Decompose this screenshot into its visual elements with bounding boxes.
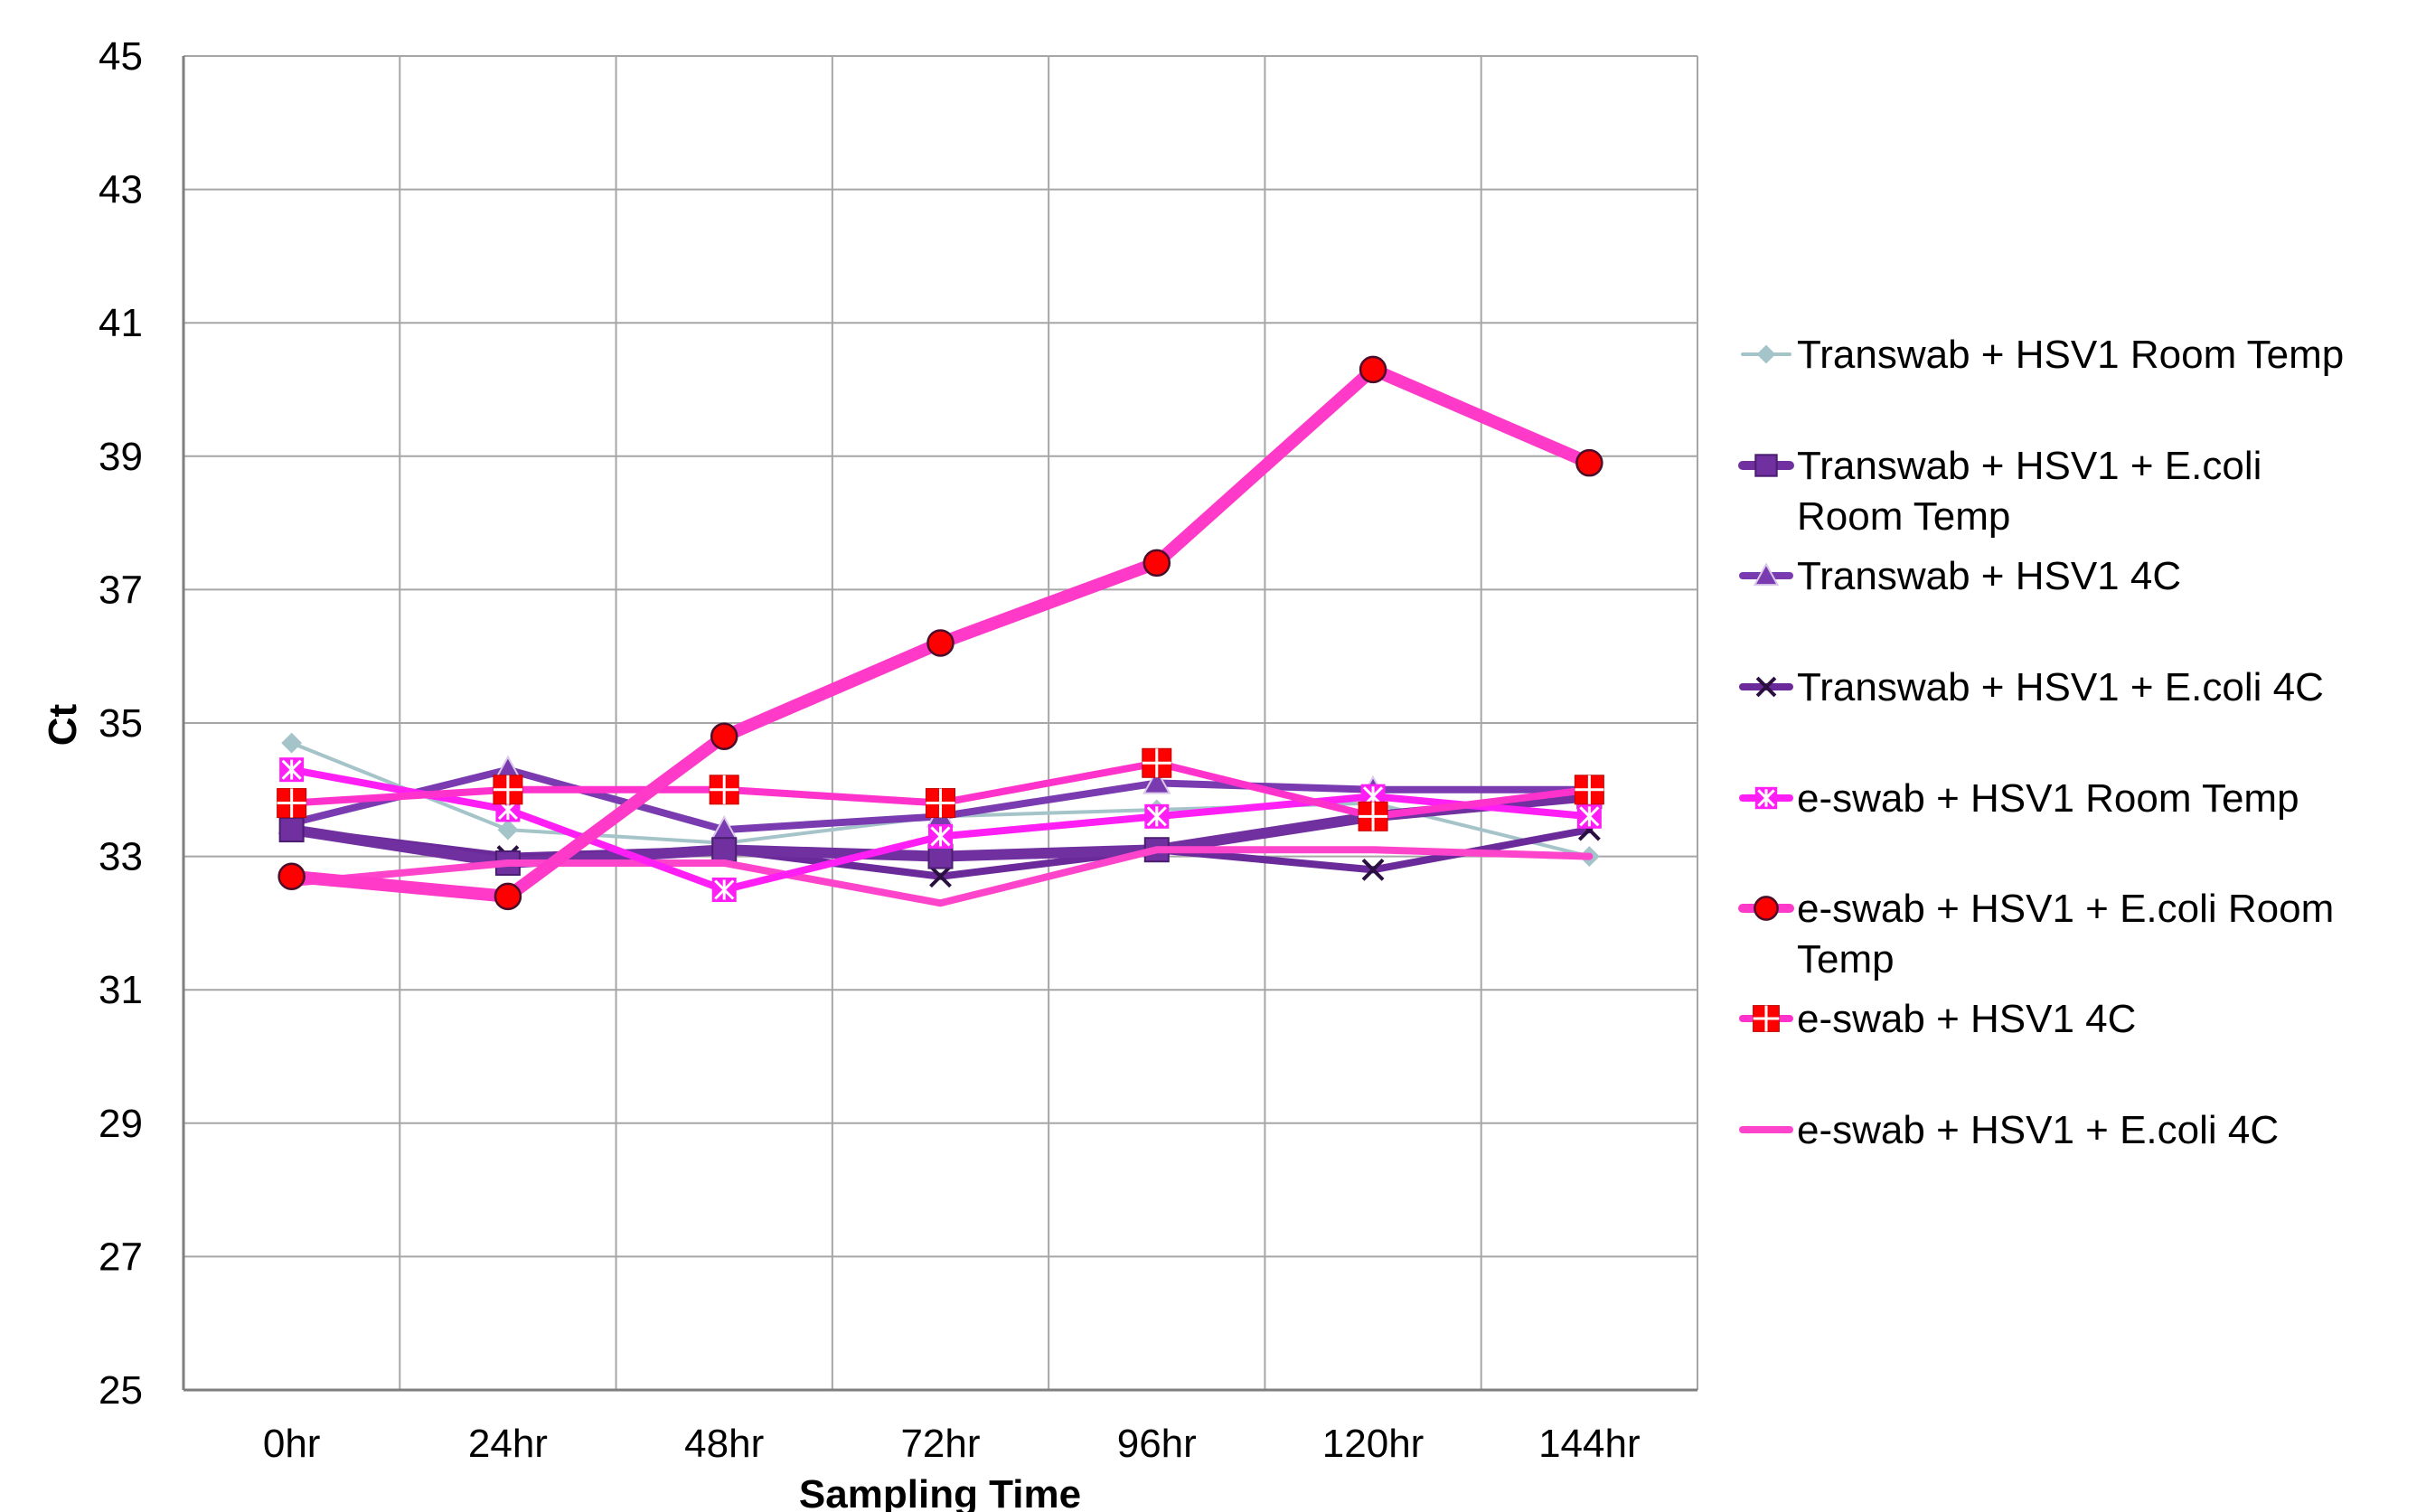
- square-marker: [278, 817, 305, 843]
- x-tick-label: 48hr: [684, 1422, 764, 1466]
- triangle-marker: [1142, 768, 1171, 794]
- legend-label: e-swab + HSV1 4C: [1797, 997, 2136, 1041]
- y-axis-ticks: 25 27 29 31 33 35 37 39 41 43 45: [99, 34, 143, 1413]
- circle-marker: [1575, 448, 1603, 477]
- y-tick-label: 27: [99, 1235, 143, 1279]
- x-tick-label: 72hr: [900, 1422, 980, 1466]
- legend-item-2: Transwab + HSV1 + E.coli Room Temp: [1738, 444, 2261, 539]
- y-tick-label: 33: [99, 835, 143, 879]
- legend-label: e-swab + HSV1 Room Temp: [1797, 776, 2299, 821]
- legend-item-7: e-swab + HSV1 4C: [1739, 997, 2136, 1041]
- triangle-marker: [1753, 562, 1780, 587]
- x-tick-label: 24hr: [468, 1422, 548, 1466]
- series-6: [277, 355, 1603, 911]
- diamond-marker: [497, 819, 519, 841]
- circle-marker: [1754, 896, 1779, 921]
- x-tick-label: 0hr: [263, 1422, 321, 1466]
- series-7: [277, 747, 1604, 831]
- x-tick-label: 120hr: [1322, 1422, 1425, 1466]
- square-marker: [1754, 454, 1778, 477]
- x-tick-label: 144hr: [1538, 1422, 1641, 1466]
- legend-item-1: Transwab + HSV1 Room Temp: [1741, 333, 2344, 377]
- x-tick-label: 96hr: [1117, 1422, 1197, 1466]
- legend-label: Transwab + HSV1 + E.coli: [1797, 444, 2261, 488]
- legend-item-4: Transwab + HSV1 + E.coli 4C: [1739, 665, 2324, 709]
- legend-label: Transwab + HSV1 Room Temp: [1797, 333, 2344, 377]
- circle-marker: [1142, 549, 1171, 578]
- y-tick-label: 43: [99, 168, 143, 212]
- x-axis-title: Sampling Time: [799, 1472, 1081, 1512]
- legend-item-5: e-swab + HSV1 Room Temp: [1739, 776, 2299, 821]
- y-tick-label: 29: [99, 1102, 143, 1146]
- legend: Transwab + HSV1 Room Temp Transwab + HSV1…: [1738, 333, 2344, 1152]
- square-marker: [711, 837, 738, 863]
- diamond-marker: [1756, 344, 1776, 364]
- legend-label: e-swab + HSV1 + E.coli 4C: [1797, 1108, 2279, 1152]
- legend-label: Transwab + HSV1 + E.coli 4C: [1797, 665, 2324, 709]
- y-tick-label: 35: [99, 701, 143, 746]
- y-tick-label: 37: [99, 568, 143, 612]
- circle-marker: [926, 629, 954, 657]
- legend-label: Temp: [1797, 937, 1895, 981]
- diamond-marker: [281, 732, 303, 754]
- y-tick-label: 39: [99, 435, 143, 479]
- circle-marker: [277, 862, 306, 890]
- y-axis-title: Ct: [41, 703, 85, 746]
- circle-marker: [494, 882, 522, 911]
- legend-label: Transwab + HSV1 4C: [1797, 554, 2181, 598]
- series-layer: [277, 355, 1604, 911]
- y-tick-label: 45: [99, 34, 143, 79]
- series-line: [287, 846, 1594, 907]
- legend-item-3: Transwab + HSV1 4C: [1739, 554, 2181, 598]
- x-marker-stroke: [1361, 858, 1385, 881]
- y-tick-label: 25: [99, 1368, 143, 1413]
- series-8: [287, 846, 1594, 907]
- x-marker-stroke: [929, 865, 952, 888]
- legend-label: e-swab + HSV1 + E.coli Room: [1797, 887, 2334, 931]
- x-marker-stroke: [1755, 676, 1777, 698]
- legend-item-6: e-swab + HSV1 + E.coli Room Temp: [1738, 887, 2334, 981]
- circle-marker: [1359, 355, 1387, 384]
- y-tick-label: 31: [99, 968, 143, 1012]
- x-axis-ticks: 0hr 24hr 48hr 72hr 96hr 120hr 144hr: [263, 1422, 1641, 1466]
- grid-lines: [182, 55, 1698, 1392]
- circle-marker: [710, 722, 738, 751]
- legend-label: Room Temp: [1797, 494, 2010, 539]
- legend-item-8: e-swab + HSV1 + E.coli 4C: [1739, 1108, 2279, 1152]
- y-tick-label: 41: [99, 301, 143, 345]
